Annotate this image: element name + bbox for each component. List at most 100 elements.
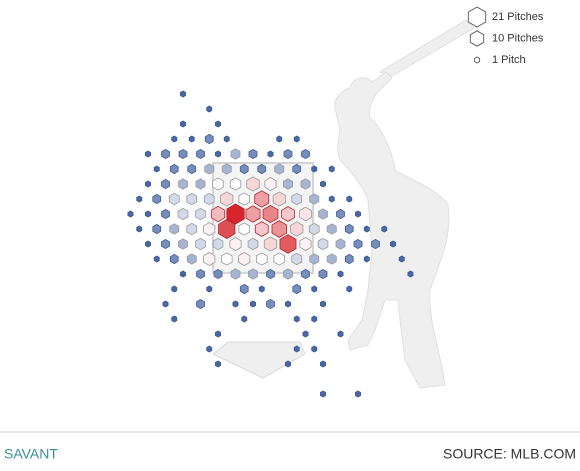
hexbin	[206, 105, 213, 113]
hexbin	[293, 315, 300, 323]
hexbin	[318, 208, 328, 220]
hexbin	[283, 148, 293, 160]
hexbin	[247, 237, 259, 251]
hexbin	[214, 120, 222, 128]
hexbin	[344, 253, 354, 265]
hexbin	[264, 177, 277, 191]
legend-hex	[467, 6, 487, 28]
hexbin	[290, 221, 304, 237]
hexbin	[229, 177, 242, 191]
hexbin	[127, 210, 134, 218]
hexbin	[301, 148, 310, 160]
hexbin	[293, 345, 300, 353]
hexbin	[168, 192, 180, 206]
hexbin	[266, 268, 275, 280]
hexbin	[178, 178, 188, 190]
hexbin	[291, 252, 303, 266]
hexbin	[398, 255, 405, 263]
hexbin	[169, 163, 179, 175]
hexbin	[239, 163, 249, 175]
legend-label: 1 Pitch	[492, 54, 526, 66]
hexbin	[136, 195, 143, 203]
hexbin	[281, 206, 295, 222]
legend-hex	[473, 56, 481, 64]
legend-hex	[469, 30, 485, 47]
hexbin	[210, 205, 226, 223]
hexbin	[337, 330, 344, 338]
legend-label: 21 Pitches	[492, 11, 544, 23]
hexbin	[171, 285, 178, 293]
hexbin	[249, 300, 257, 308]
hexbin	[293, 135, 300, 143]
hexbin	[186, 192, 198, 206]
hexbin	[214, 150, 222, 158]
hexbin	[144, 210, 152, 218]
hexbin	[326, 223, 337, 235]
footer-right: SOURCE: MLB.COM	[443, 446, 576, 462]
hexbin	[152, 193, 162, 205]
hexbin	[255, 252, 268, 266]
hexbin	[407, 270, 414, 278]
hexbin	[177, 207, 189, 221]
hexbin	[230, 148, 241, 160]
hexbin	[319, 390, 327, 398]
hexbin	[230, 268, 241, 280]
hexbin	[354, 210, 362, 218]
hexbin	[254, 221, 269, 237]
hexbin	[212, 177, 224, 191]
hexbin	[309, 193, 320, 205]
hexbin	[248, 148, 258, 160]
hexbin	[178, 148, 188, 160]
hexbin	[318, 268, 328, 280]
hexbin	[311, 165, 318, 173]
hexbin	[301, 268, 310, 280]
hexbin	[171, 135, 178, 143]
hexbin	[291, 192, 303, 206]
hexbin	[144, 240, 152, 248]
hexbin	[152, 223, 162, 235]
hexbin	[279, 234, 297, 254]
hexbin	[283, 268, 293, 280]
hexbin	[371, 238, 380, 250]
hexbin	[274, 163, 285, 175]
hexbin	[204, 163, 215, 175]
hexbin	[317, 237, 329, 251]
hexbin	[300, 178, 311, 190]
hexbin	[226, 203, 245, 225]
hexbin	[213, 268, 223, 280]
hexbin	[262, 204, 279, 224]
hexbin	[144, 180, 152, 188]
hexbin	[203, 222, 216, 236]
hexbin	[232, 300, 239, 308]
hexbin	[212, 237, 224, 251]
hexbin	[238, 192, 251, 206]
hexbin	[214, 330, 222, 338]
hexbin	[381, 225, 388, 233]
hexbin	[263, 236, 278, 252]
hexbin	[254, 190, 270, 208]
hexbin	[353, 238, 363, 250]
hexbin	[179, 120, 187, 128]
hexbin	[363, 255, 370, 263]
hexbin	[196, 148, 205, 160]
hexbin	[188, 135, 195, 143]
hexbin	[346, 195, 353, 203]
hexbin	[196, 298, 205, 310]
hexbin	[162, 300, 169, 308]
legend-label: 10 Pitches	[492, 32, 544, 44]
hexbin	[272, 191, 286, 207]
hexbin	[204, 133, 214, 145]
hexbin	[273, 252, 286, 266]
hexbin	[284, 300, 292, 308]
hexbin	[319, 360, 327, 368]
batter-body	[334, 71, 450, 389]
hexbin	[302, 330, 309, 338]
hexbin	[311, 315, 318, 323]
hexbin	[299, 237, 312, 251]
hexbin	[171, 315, 178, 323]
hexbin	[195, 237, 206, 251]
hexbin	[354, 390, 362, 398]
hexbin	[246, 176, 260, 192]
hexbin	[299, 206, 312, 222]
